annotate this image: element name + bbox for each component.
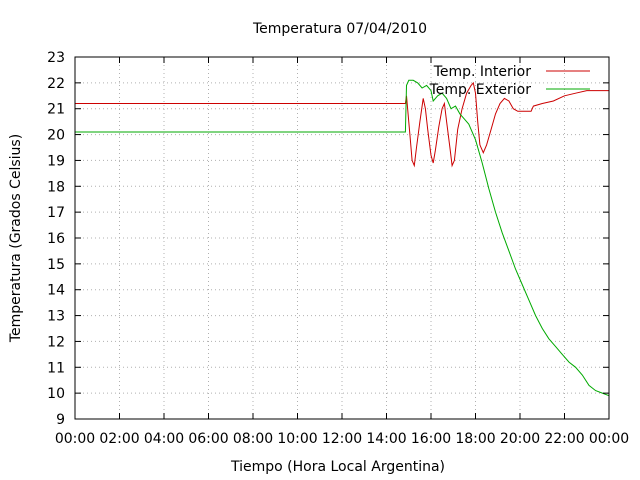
x-axis-label: Tiempo (Hora Local Argentina): [230, 459, 445, 475]
y-tick-label: 17: [47, 205, 65, 221]
x-tick-label: 16:00: [411, 431, 451, 447]
x-tick-label: 04:00: [144, 431, 184, 447]
y-tick-label: 19: [47, 153, 65, 169]
y-tick-label: 10: [47, 386, 65, 402]
x-tick-label: 08:00: [233, 431, 273, 447]
series-layer: [75, 79, 610, 397]
x-tick-label: 00:00: [55, 431, 95, 447]
grid: [75, 57, 609, 419]
y-tick-label: 13: [47, 309, 65, 325]
y-tick-label: 23: [47, 50, 65, 66]
y-tick-label: 20: [47, 128, 65, 144]
legend-label: Temp. Exterior: [429, 82, 532, 98]
series-line-interior: [75, 81, 609, 168]
y-tick-label: 9: [56, 412, 65, 428]
y-tick-label: 12: [47, 334, 65, 350]
x-tick-label: 20:00: [500, 431, 540, 447]
y-tick-label: 15: [47, 257, 65, 273]
legend: Temp. Interior Temp. Exterior: [429, 64, 590, 98]
y-tick-label: 16: [47, 231, 65, 247]
chart-title: Temperatura 07/04/2010: [252, 21, 427, 37]
y-tick-label: 22: [47, 76, 65, 92]
legend-label: Temp. Interior: [433, 64, 532, 80]
x-tick-label: 14:00: [366, 431, 406, 447]
x-tick-label: 10:00: [277, 431, 317, 447]
y-tick-label: 18: [47, 179, 65, 195]
x-tick-label: 06:00: [188, 431, 228, 447]
y-tick-label: 21: [47, 102, 65, 118]
y-tick-label: 14: [47, 283, 65, 299]
y-axis-label: Temperatura (Grados Celsius): [8, 134, 24, 343]
series-line-exterior: [75, 79, 610, 397]
x-tick-label: 18:00: [455, 431, 495, 447]
x-tick-label: 00:00: [589, 431, 629, 447]
x-tick-label: 22:00: [544, 431, 584, 447]
x-tick-label: 12:00: [322, 431, 362, 447]
y-tick-label: 11: [47, 360, 65, 376]
x-tick-label: 02:00: [99, 431, 139, 447]
